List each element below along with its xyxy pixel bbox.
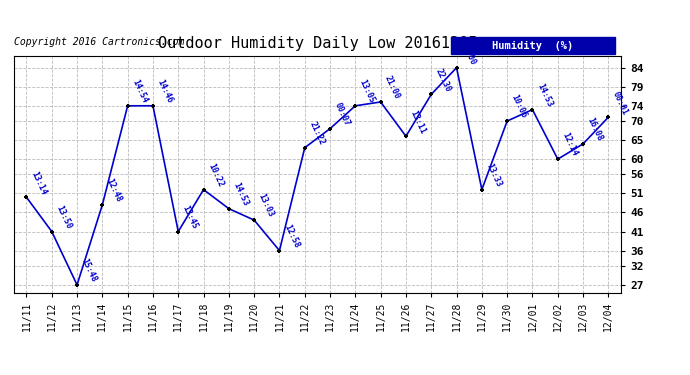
Text: 22:30: 22:30 [434,67,453,93]
Point [122,103,133,109]
Point [248,217,259,223]
Text: 12:14: 12:14 [560,132,579,158]
Text: 14:54: 14:54 [130,78,149,105]
Point [502,118,513,124]
Point [274,248,285,254]
Point [578,141,589,147]
Text: 10:22: 10:22 [206,162,225,189]
Text: 12:58: 12:58 [282,223,301,249]
Point [299,145,310,151]
Text: 14:53: 14:53 [535,82,553,108]
Text: 00:07: 00:07 [333,101,351,128]
Point [148,103,159,109]
Point [375,99,386,105]
Text: 13:33: 13:33 [484,162,503,189]
Point [426,92,437,98]
Text: 21:22: 21:22 [307,120,326,147]
Text: 13:45: 13:45 [181,204,199,230]
Point [46,228,57,234]
Text: 15:48: 15:48 [79,257,98,284]
Text: 00:01: 00:01 [611,90,629,116]
Text: 13:50: 13:50 [55,204,73,230]
Point [476,187,487,193]
Point [603,114,614,120]
Text: 14:53: 14:53 [231,181,250,207]
Text: 16:08: 16:08 [586,116,604,143]
Title: Outdoor Humidity Daily Low 20161205: Outdoor Humidity Daily Low 20161205 [158,36,477,51]
Text: 10:06: 10:06 [510,93,529,120]
Point [350,103,361,109]
Text: 14:46: 14:46 [155,78,174,105]
FancyBboxPatch shape [451,38,615,54]
Text: 00:00: 00:00 [459,40,477,66]
Point [97,202,108,208]
Point [224,206,235,212]
Point [21,194,32,200]
Point [72,282,83,288]
Point [172,228,184,234]
Text: 13:14: 13:14 [29,170,48,196]
Text: Copyright 2016 Cartronics.com: Copyright 2016 Cartronics.com [14,37,184,47]
Point [527,106,538,112]
Text: 12:48: 12:48 [105,177,124,204]
Text: 13:05: 13:05 [358,78,377,105]
Point [198,187,209,193]
Text: 13:03: 13:03 [257,192,275,219]
Text: 13:11: 13:11 [408,109,427,135]
Text: 21:00: 21:00 [383,74,402,101]
Text: Humidity  (%): Humidity (%) [493,40,573,51]
Point [552,156,563,162]
Point [451,64,462,70]
Point [324,126,335,132]
Point [400,133,411,139]
